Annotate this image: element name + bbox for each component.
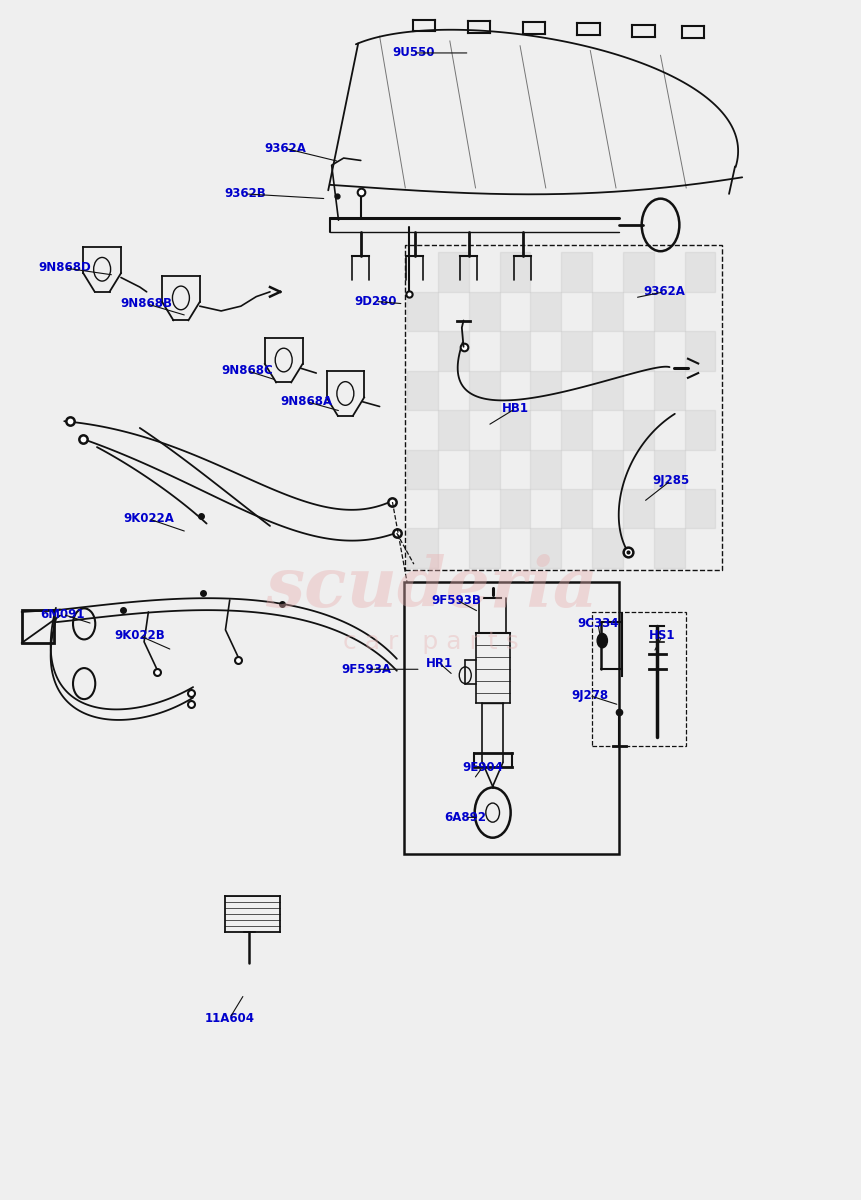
Text: 9C334: 9C334 [577, 617, 618, 630]
Bar [653, 292, 684, 331]
Text: 9U550: 9U550 [392, 47, 435, 60]
Bar [499, 252, 530, 292]
Bar [437, 331, 468, 371]
Bar [405, 245, 722, 570]
Bar [437, 410, 468, 450]
Bar [592, 292, 623, 331]
Text: 11A604: 11A604 [205, 1012, 255, 1025]
Text: 9K022A: 9K022A [123, 512, 174, 526]
Text: 9362A: 9362A [642, 286, 684, 299]
Bar [437, 252, 468, 292]
Text: 9362A: 9362A [264, 142, 306, 155]
Text: 9F593B: 9F593B [431, 594, 481, 606]
Bar [623, 331, 653, 371]
Bar [592, 528, 623, 568]
Bar [623, 488, 653, 528]
Bar [406, 450, 437, 488]
Text: 9J285: 9J285 [652, 474, 689, 487]
Text: 9N868A: 9N868A [281, 395, 332, 408]
Text: c a r   p a r t s: c a r p a r t s [343, 630, 518, 654]
Text: 6M091: 6M091 [40, 608, 85, 620]
Bar [468, 292, 499, 331]
Bar [468, 528, 499, 568]
Bar [530, 450, 561, 488]
Text: scuderia: scuderia [264, 554, 597, 622]
Bar [684, 410, 715, 450]
Bar [468, 450, 499, 488]
Bar [403, 582, 619, 854]
Bar [530, 371, 561, 410]
Bar [530, 528, 561, 568]
Bar [406, 371, 437, 410]
Bar [499, 410, 530, 450]
Text: 9N868D: 9N868D [38, 262, 90, 275]
Bar [684, 331, 715, 371]
Text: HR1: HR1 [425, 656, 453, 670]
Circle shape [597, 634, 607, 648]
Bar [468, 371, 499, 410]
Bar [653, 528, 684, 568]
Bar [499, 331, 530, 371]
Bar [592, 371, 623, 410]
Bar [406, 528, 437, 568]
Bar [623, 252, 653, 292]
Bar [561, 331, 592, 371]
Text: HS1: HS1 [648, 629, 675, 642]
Text: 9N868C: 9N868C [220, 364, 272, 377]
Bar [406, 292, 437, 331]
Bar [592, 612, 685, 745]
Text: HB1: HB1 [501, 402, 528, 415]
Bar [684, 488, 715, 528]
Bar [653, 371, 684, 410]
Bar [499, 488, 530, 528]
Bar [530, 292, 561, 331]
Text: 9F593A: 9F593A [341, 662, 391, 676]
Text: 9362B: 9362B [224, 187, 266, 200]
Text: 6A892: 6A892 [443, 811, 486, 824]
Bar [561, 252, 592, 292]
Text: 9J278: 9J278 [570, 689, 607, 702]
Bar [623, 410, 653, 450]
Bar [684, 252, 715, 292]
Bar [22, 610, 54, 643]
Text: 9N868B: 9N868B [121, 298, 172, 311]
Bar [653, 450, 684, 488]
Bar [592, 450, 623, 488]
Bar [561, 410, 592, 450]
Bar [561, 488, 592, 528]
Text: 9D280: 9D280 [354, 295, 396, 308]
Text: 9K022B: 9K022B [115, 629, 165, 642]
Text: 9E904: 9E904 [461, 761, 502, 774]
Bar [437, 488, 468, 528]
